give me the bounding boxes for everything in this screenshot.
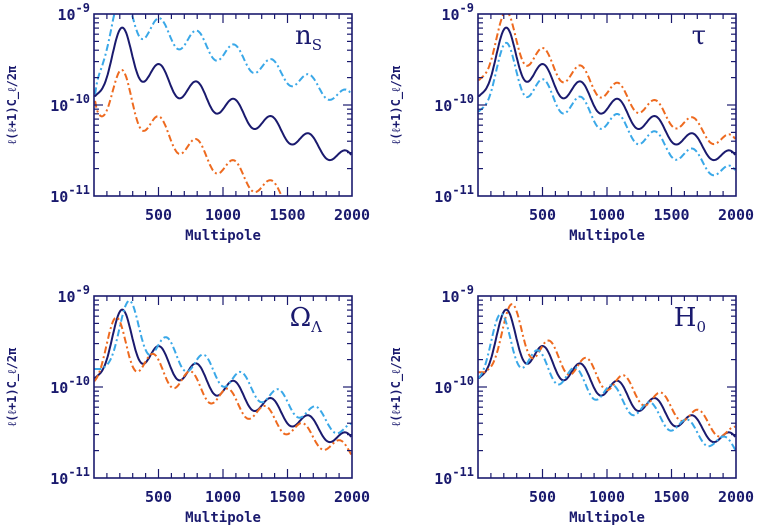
x-tick-label: 1500 [653, 206, 689, 224]
x-tick-label: 1500 [653, 488, 689, 506]
x-axis-label: Multipole [569, 510, 645, 526]
chart-panel-1: 500 1000 1500 2000 Multipole 10-9 10-10 10-11 ℓ(… [5, 1, 370, 244]
series-line-fiducial [478, 26, 736, 162]
y-tick-label: 10-11 [434, 183, 474, 206]
y-tick-label: 10-11 [434, 465, 474, 488]
x-tick-label: 1000 [205, 488, 241, 506]
x-axis-label: Multipole [569, 228, 645, 244]
panel-title: H0 [674, 303, 706, 336]
series-line-lower [478, 312, 736, 451]
panel-title: τ [692, 21, 706, 51]
x-tick-label: 2000 [334, 206, 370, 224]
x-tick-label: 2000 [718, 488, 754, 506]
x-tick-label: 1000 [589, 206, 625, 224]
series-line-fiducial [478, 308, 736, 444]
y-tick-label: 10-9 [441, 1, 474, 24]
y-tick-label: 10-10 [434, 374, 474, 397]
panel-title: ΩΛ [290, 303, 323, 336]
y-tick-label: 10-10 [50, 374, 90, 397]
series-line-higher [478, 14, 736, 146]
y-axis-label: ℓ(ℓ+1)C_ℓ/2π [5, 347, 20, 427]
y-tick-label: 10-10 [50, 92, 90, 115]
y-tick-label: 10-9 [57, 283, 90, 306]
chart-panel-3: 500 1000 1500 2000 Multipole 10-9 10-10 10-11 ℓ(… [5, 283, 370, 526]
x-tick-label: 500 [145, 206, 172, 224]
x-tick-label: 500 [145, 488, 172, 506]
series-line-fiducial [94, 26, 352, 162]
chart-panel-2: 500 1000 1500 2000 Multipole 10-9 10-10 10-11 ℓ(… [389, 1, 754, 244]
y-tick-label: 10-11 [50, 183, 90, 206]
y-tick-label: 10-9 [57, 1, 90, 24]
y-tick-label: 10-11 [50, 465, 90, 488]
x-tick-label: 1000 [589, 488, 625, 506]
x-axis-label: Multipole [185, 228, 261, 244]
x-tick-label: 1500 [269, 206, 305, 224]
y-axis-label: ℓ(ℓ+1)C_ℓ/2π [389, 65, 404, 145]
series-line-higher [94, 299, 352, 435]
panel-title: nS [295, 21, 322, 54]
x-tick-label: 1500 [269, 488, 305, 506]
series-line-lower [94, 69, 283, 196]
x-tick-label: 500 [529, 488, 556, 506]
x-tick-label: 2000 [334, 488, 370, 506]
x-axis-label: Multipole [185, 510, 261, 526]
y-tick-label: 10-10 [434, 92, 474, 115]
x-tick-label: 500 [529, 206, 556, 224]
series-line-higher [94, 14, 352, 101]
y-tick-label: 10-9 [441, 283, 474, 306]
y-axis-label: ℓ(ℓ+1)C_ℓ/2π [389, 347, 404, 427]
series-line-lower [94, 316, 352, 456]
x-tick-label: 2000 [718, 206, 754, 224]
x-tick-label: 1000 [205, 206, 241, 224]
y-axis-label: ℓ(ℓ+1)C_ℓ/2π [5, 65, 20, 145]
chart-panel-4: 500 1000 1500 2000 Multipole 10-9 10-10 10-11 ℓ(… [389, 283, 754, 526]
series-line-lower [478, 41, 736, 177]
